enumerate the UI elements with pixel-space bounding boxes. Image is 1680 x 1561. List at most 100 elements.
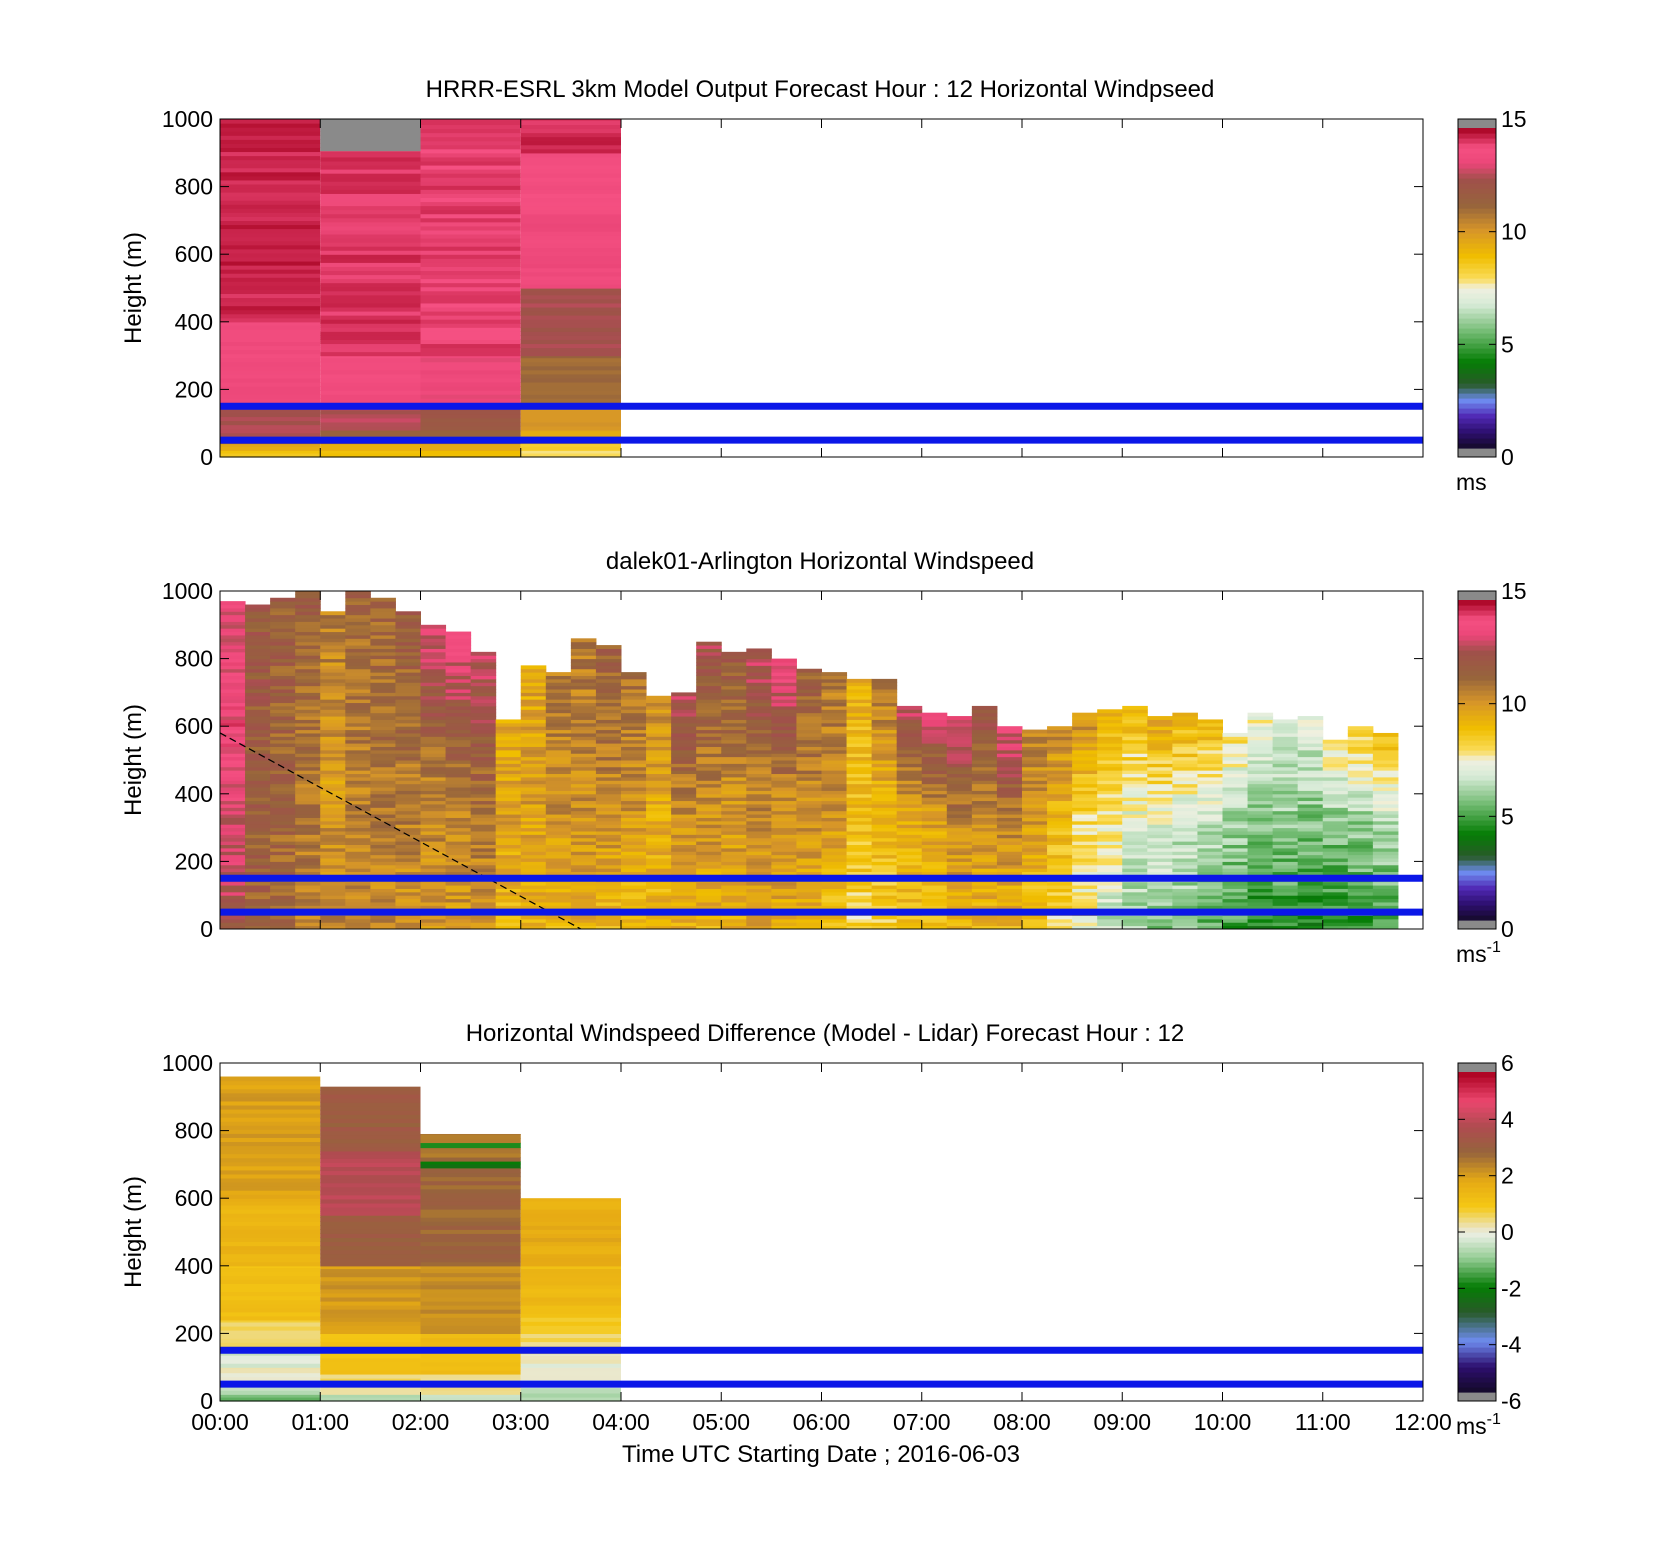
heatmap-cell (796, 749, 822, 754)
heatmap-cell (796, 753, 822, 758)
heatmap-cell (971, 918, 998, 923)
heatmap-cell (646, 780, 672, 785)
heatmap-cell (771, 871, 797, 876)
heatmap-cell (345, 858, 371, 862)
colorbar-segment (1458, 1332, 1496, 1338)
heatmap-cell (595, 864, 622, 869)
heatmap-cell (621, 803, 647, 808)
heatmap-cell (721, 898, 747, 903)
colorbar-segment (1458, 765, 1496, 771)
heatmap-cell (1222, 746, 1249, 751)
heatmap-cell (420, 763, 447, 768)
heatmap-cell (370, 824, 396, 829)
heatmap-cell (470, 743, 497, 747)
colorbar-cap-top (1458, 591, 1496, 600)
heatmap-cell (1222, 803, 1249, 808)
heatmap-cell (470, 817, 497, 822)
heatmap-cell (1197, 905, 1223, 910)
heatmap-cell (846, 743, 873, 747)
heatmap-cell (520, 219, 621, 224)
heatmap-cell (821, 705, 848, 710)
heatmap-cell (245, 645, 271, 649)
heatmap-cell (420, 1305, 521, 1310)
heatmap-cell (671, 760, 697, 764)
heatmap-cell (746, 814, 772, 818)
heatmap-cell (996, 787, 1023, 791)
heatmap-cell (1272, 817, 1299, 822)
heatmap-cell (1022, 756, 1048, 761)
heatmap-cell (545, 895, 572, 900)
heatmap-cell (646, 787, 672, 791)
heatmap-cell (545, 776, 572, 781)
heatmap-cell (220, 313, 321, 319)
heatmap-cell (520, 377, 621, 383)
heatmap-cell (295, 766, 321, 771)
heatmap-cell (1122, 776, 1148, 781)
heatmap-cell (921, 739, 948, 744)
heatmap-cell (871, 905, 898, 910)
heatmap-cell (996, 753, 1023, 758)
heatmap-cell (1297, 736, 1324, 741)
heatmap-cell (220, 1275, 321, 1280)
heatmap-cell (896, 898, 923, 903)
heatmap-cell (420, 169, 521, 174)
heatmap-cell (796, 719, 822, 724)
heatmap-cell (595, 719, 622, 724)
heatmap-cell (220, 854, 246, 859)
heatmap-cell (220, 200, 321, 205)
heatmap-cell (520, 773, 547, 778)
heatmap-cell (721, 705, 747, 710)
heatmap-cell (470, 780, 497, 785)
heatmap-cell (696, 665, 722, 670)
heatmap-cell (445, 712, 472, 717)
heatmap-cell (871, 719, 898, 724)
heatmap-cell (545, 732, 572, 737)
heatmap-cell (1172, 760, 1198, 764)
heatmap-cell (445, 901, 472, 906)
heatmap-cell (771, 881, 797, 886)
colorbar-segment (1458, 745, 1496, 751)
heatmap-cell (220, 163, 321, 169)
heatmap-cell (320, 658, 346, 663)
heatmap-cell (420, 1133, 521, 1135)
heatmap-cell (395, 922, 421, 927)
heatmap-cell (1022, 837, 1048, 842)
heatmap-cell (220, 265, 321, 270)
heatmap-cell (1147, 905, 1173, 910)
heatmap-cell (921, 749, 948, 754)
heatmap-cell (345, 597, 371, 602)
heatmap-cell (646, 800, 672, 805)
heatmap-cell (470, 699, 497, 704)
heatmap-cell (1072, 871, 1098, 876)
heatmap-cell (470, 760, 497, 764)
heatmap-cell (395, 695, 421, 700)
heatmap-cell (595, 871, 622, 876)
heatmap-cell (821, 807, 848, 812)
heatmap-cell (1072, 719, 1098, 724)
heatmap-cell (746, 743, 772, 747)
colorbar-segment (1458, 1222, 1496, 1228)
heatmap-cell (220, 412, 321, 418)
heatmap-cell (1297, 814, 1324, 818)
heatmap-cell (1247, 756, 1274, 761)
heatmap-cell (946, 749, 973, 754)
heatmap-cell (495, 864, 522, 869)
heatmap-cell (320, 394, 421, 399)
heatmap-cell (270, 800, 296, 805)
heatmap-cell (570, 736, 597, 741)
heatmap-cell (295, 601, 321, 606)
colorbar-segment (1458, 238, 1496, 244)
heatmap-cell (1197, 797, 1223, 802)
heatmap-cell (1222, 797, 1249, 802)
heatmap-cell (370, 814, 396, 818)
heatmap-cell (470, 834, 497, 839)
heatmap-cell (220, 420, 321, 426)
heatmap-cell (420, 729, 447, 734)
heatmap-cell (1347, 881, 1374, 886)
heatmap-cell (295, 678, 321, 683)
heatmap-cell (696, 790, 722, 795)
heatmap-cell (220, 1376, 321, 1382)
heatmap-cell (220, 317, 321, 323)
heatmap-cell (1297, 901, 1324, 906)
heatmap-cell (896, 770, 923, 775)
